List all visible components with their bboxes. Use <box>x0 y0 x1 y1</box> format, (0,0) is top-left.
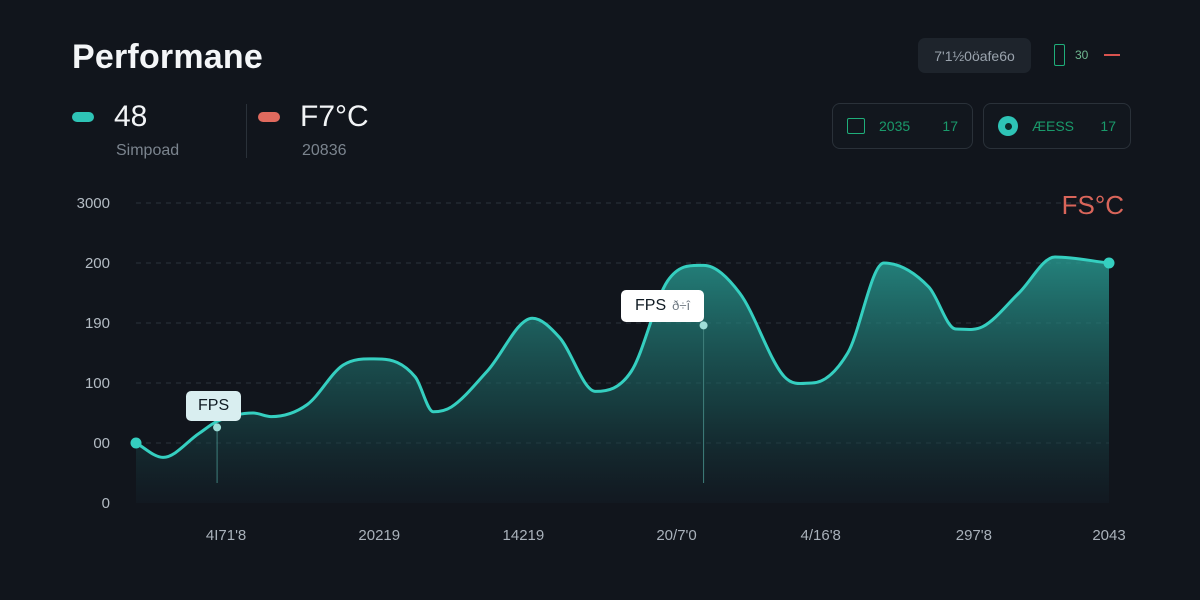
chart-corner-label: FS°C <box>1062 190 1124 220</box>
annotation-point[interactable] <box>699 321 708 330</box>
fps-area-fill <box>136 257 1109 503</box>
fps-sublabel: Simpoad <box>116 142 180 159</box>
fps-value: 48 <box>114 100 148 133</box>
battery-icon <box>847 118 865 134</box>
x-tick-label: 20219 <box>358 527 400 544</box>
temperature-legend-pill <box>258 112 280 122</box>
stat-card-label: ÆESS <box>1032 118 1075 134</box>
y-tick-label: 190 <box>85 315 110 332</box>
fps-legend-pill <box>72 112 94 122</box>
temperature-sublabel: 20836 <box>302 142 347 159</box>
tooltip-extra: ð÷î <box>672 298 691 313</box>
tooltip-label: FPS <box>198 397 230 414</box>
y-tick-label: 200 <box>85 255 110 272</box>
x-tick-label: 20/7'0 <box>656 527 696 544</box>
top-status-value: 30 <box>1075 48 1089 62</box>
fps-series-line <box>135 255 1110 459</box>
x-tick-label: 4I71'8 <box>206 527 246 544</box>
stat-card-label: 2035 <box>879 118 911 134</box>
metric-divider <box>246 104 247 158</box>
minimize-icon[interactable] <box>1104 54 1121 56</box>
x-tick-label: 4/16'8 <box>801 527 841 544</box>
top-status: 30 <box>1054 44 1121 66</box>
tooltip-label: FPS <box>635 297 667 314</box>
y-tick-label: 100 <box>85 375 110 392</box>
stat-card-disc[interactable]: ÆESS 17 <box>983 103 1131 149</box>
page-title: Performane <box>72 38 263 76</box>
stat-card-battery[interactable]: 2035 17 <box>832 103 973 149</box>
y-tick-label: 3000 <box>77 195 110 212</box>
x-tick-label: 2043 <box>1092 527 1125 544</box>
time-range-selector[interactable]: 7'1½0öafe6o <box>918 38 1031 73</box>
x-tick-label: 14219 <box>503 527 545 544</box>
temperature-value: F7°C <box>300 100 369 133</box>
y-tick-label: 0 <box>102 495 110 512</box>
x-tick-label: 297'8 <box>956 527 992 544</box>
fps-start-point[interactable] <box>130 437 142 449</box>
fps-end-point[interactable] <box>1103 257 1115 269</box>
fps-metric: 48 Simpoad <box>72 100 179 160</box>
stat-card-count: 17 <box>1100 118 1116 134</box>
battery-icon <box>1054 44 1065 66</box>
fps-tooltip: FPS <box>186 391 242 421</box>
stat-card-count: 17 <box>942 118 958 134</box>
temperature-metric: F7°C 20836 <box>258 100 369 160</box>
y-tick-label: 00 <box>93 435 110 452</box>
fps-tooltip: FPS ð÷î <box>621 290 705 322</box>
disc-icon <box>998 116 1018 136</box>
annotation-point[interactable] <box>213 423 222 432</box>
